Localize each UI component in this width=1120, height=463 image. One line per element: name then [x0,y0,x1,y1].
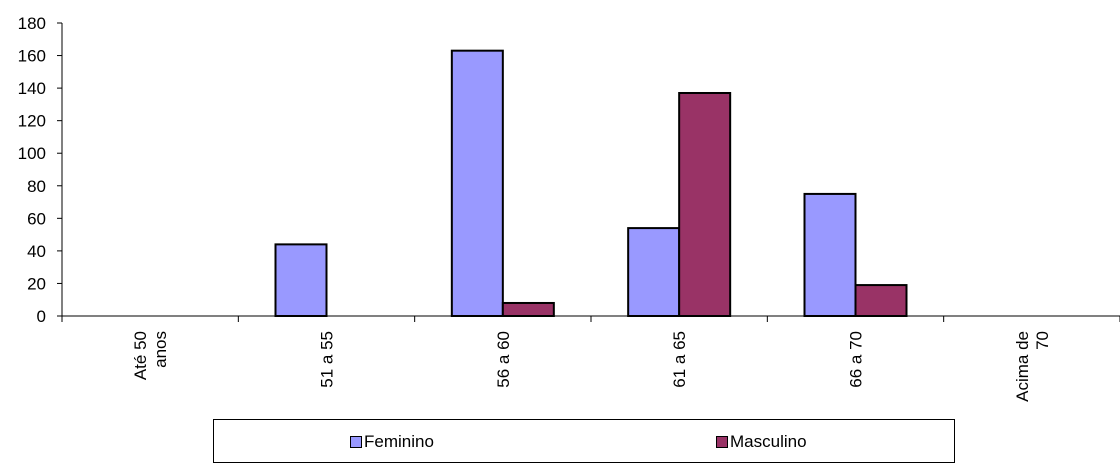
y-tick-label: 80 [27,177,46,196]
y-tick-label: 140 [18,79,46,98]
y-tick-label: 0 [37,307,46,326]
legend: Feminino Masculino [213,419,955,463]
legend-item-feminino: Feminino [350,432,434,452]
bars-group [274,49,908,318]
bar-feminino-1 [274,243,328,317]
x-tick-label: Até 50 [131,331,150,380]
bar-masculino-3 [678,91,732,317]
legend-label-feminino: Feminino [364,432,434,451]
x-tick-labels: Até 50 anos 51 a 55 56 a 60 61 a 65 66 a 70 Ac… [131,331,1052,402]
x-tick-label: 51 a 55 [318,331,337,388]
y-tick-label: 40 [27,242,46,261]
axes-group [57,22,1120,322]
x-tick-label: Acima de [1013,331,1032,402]
legend-label-masculino: Masculino [730,432,807,451]
y-tick-label: 180 [18,14,46,33]
y-tick-label: 100 [18,144,46,163]
y-tick-label: 120 [18,112,46,131]
y-tick-label: 20 [27,274,46,293]
y-tick-label: 60 [27,209,46,228]
bar-feminino-4 [803,192,857,318]
bar-feminino-2 [450,49,504,318]
y-tick-labels: 0 20 40 60 80 100 120 140 160 180 [18,14,46,326]
bar-feminino-3 [627,227,681,318]
bar-masculino-2 [501,301,555,318]
y-tick-label: 160 [18,47,46,66]
x-tick-label: 70 [1033,331,1052,350]
x-tick-label: 56 a 60 [494,331,513,388]
x-tick-label: anos [151,331,170,368]
legend-swatch-masculino [716,436,728,448]
bar-masculino-4 [854,284,908,318]
x-tick-label: 66 a 70 [847,331,866,388]
legend-swatch-feminino [350,436,362,448]
x-tick-label: 61 a 65 [670,331,689,388]
legend-item-masculino: Masculino [716,432,807,452]
